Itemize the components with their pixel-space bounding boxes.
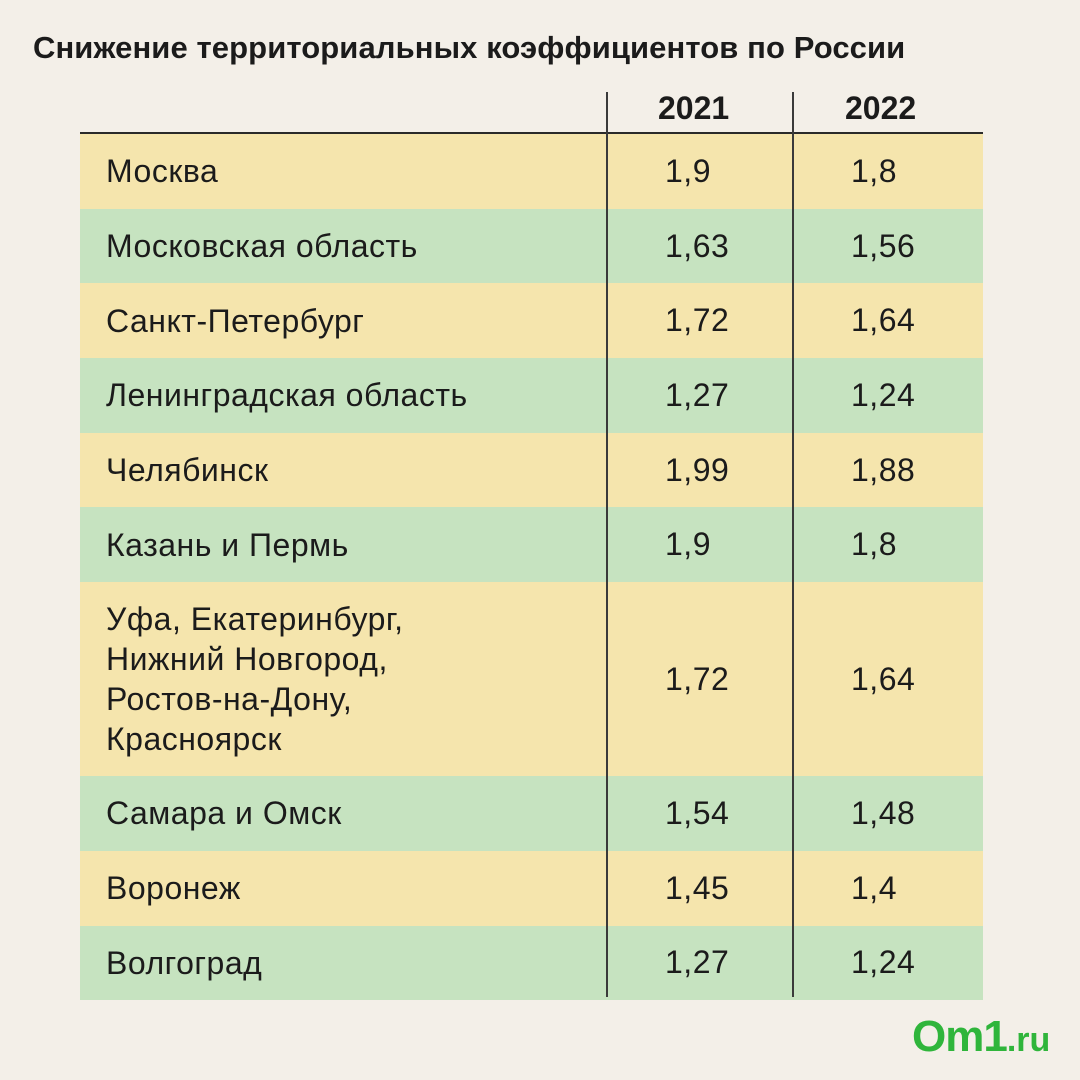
value-2021: 1,9: [665, 152, 711, 189]
table-row: Уфа, Екатеринбург, Нижний Новгород, Рост…: [80, 582, 983, 777]
table-body: Москва 1,9 1,8 Московская область 1,63 1,56 Са…: [80, 134, 983, 1001]
value-2022: 1,4: [851, 869, 897, 906]
value-2021: 1,72: [665, 660, 730, 697]
value-2021: 1,27: [665, 376, 730, 413]
value-2022: 1,24: [851, 944, 916, 981]
value-2022: 1,56: [851, 227, 916, 264]
table-row: Самара и Омск 1,54 1,48: [80, 776, 983, 851]
region-name: Воронеж: [106, 870, 241, 907]
om1-logo[interactable]: Om1.ru: [912, 1012, 1050, 1062]
value-2021: 1,72: [665, 302, 730, 339]
table-row: Волгоград 1,27 1,24: [80, 925, 983, 1001]
table-row: Казань и Пермь 1,9 1,8: [80, 507, 983, 583]
value-2022: 1,48: [851, 794, 916, 831]
table-row: Воронеж 1,45 1,4: [80, 850, 983, 926]
region-name: Самара и Омск: [106, 795, 342, 832]
column-divider-2: [792, 92, 794, 997]
region-name: Московская область: [106, 228, 418, 265]
table-row: Ленинградская область 1,27 1,24: [80, 358, 983, 433]
value-2022: 1,8: [851, 152, 897, 189]
table-row: Московская область 1,63 1,56: [80, 208, 983, 284]
column-header-2021: 2021: [658, 90, 730, 126]
column-divider-1: [606, 92, 608, 997]
logo-main: Om1: [912, 1012, 1008, 1061]
value-2022: 1,88: [851, 451, 916, 488]
table-row: Санкт-Петербург 1,72 1,64: [80, 283, 983, 359]
column-header-2022: 2022: [845, 90, 917, 126]
region-name: Волгоград: [106, 944, 263, 981]
table-row: Челябинск 1,99 1,88: [80, 432, 983, 508]
region-name: Санкт-Петербург: [106, 302, 365, 339]
value-2022: 1,64: [851, 660, 916, 697]
table-header: 2021 2022: [80, 92, 983, 134]
region-name: Челябинск: [106, 452, 269, 489]
value-2022: 1,8: [851, 526, 897, 563]
chart-title: Снижение территориальных коэффициентов п…: [33, 30, 906, 65]
value-2022: 1,64: [851, 302, 916, 339]
region-name: Москва: [106, 153, 219, 190]
table-row: Москва 1,9 1,8: [80, 134, 983, 209]
region-name: Ленинградская область: [106, 377, 468, 414]
value-2021: 1,45: [665, 869, 730, 906]
region-name: Казань и Пермь: [106, 526, 349, 563]
value-2022: 1,24: [851, 376, 916, 413]
coefficients-table: 2021 2022 Москва 1,9 1,8 Московская область…: [80, 92, 983, 1001]
logo-suffix: .ru: [1006, 1021, 1051, 1059]
value-2021: 1,99: [665, 451, 730, 488]
value-2021: 1,27: [665, 944, 730, 981]
value-2021: 1,9: [665, 526, 711, 563]
region-name: Уфа, Екатеринбург, Нижний Новгород, Рост…: [106, 601, 404, 758]
value-2021: 1,63: [665, 227, 730, 264]
value-2021: 1,54: [665, 794, 730, 831]
